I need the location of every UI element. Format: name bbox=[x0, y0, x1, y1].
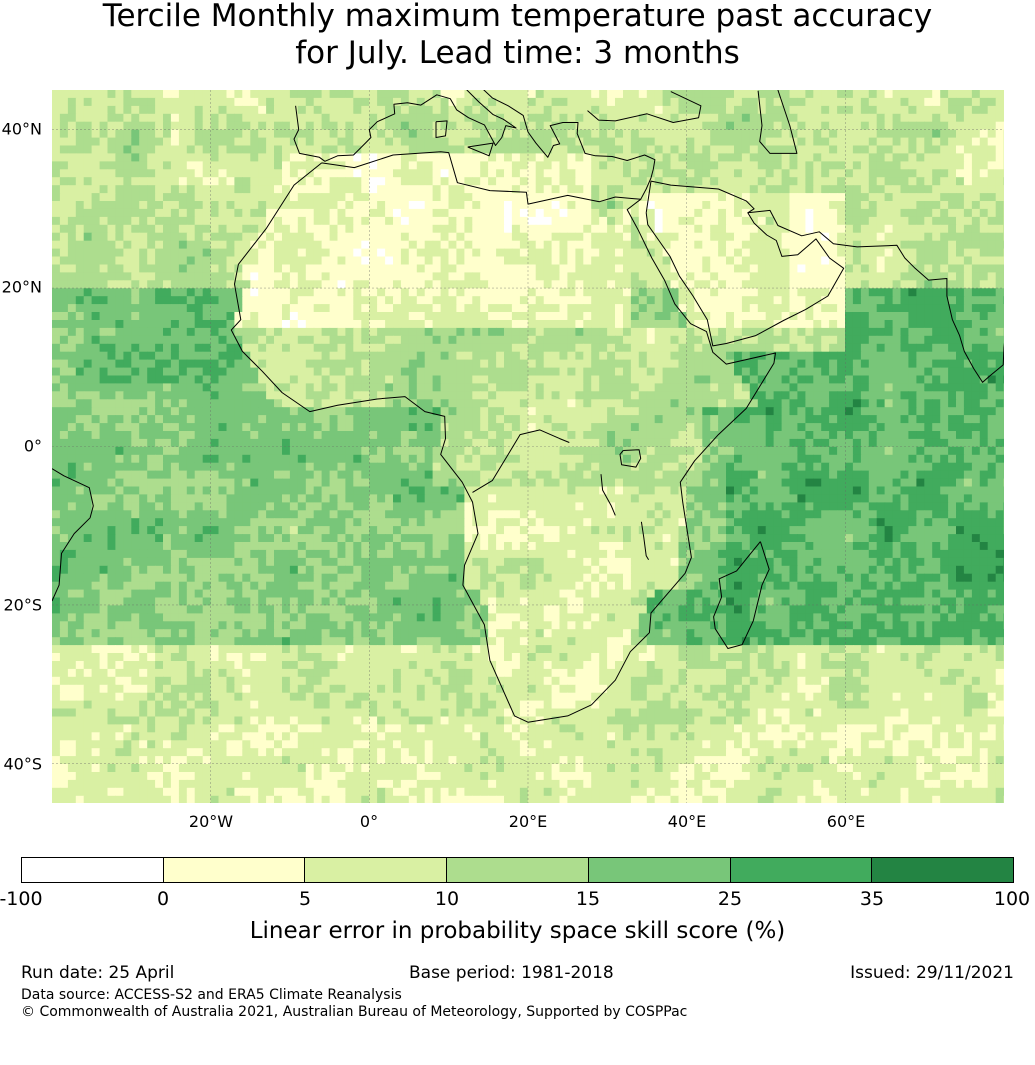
lon-label-20e: 20°E bbox=[508, 812, 548, 831]
lon-label-40e: 40°E bbox=[667, 812, 707, 831]
colorbar-tick: 5 bbox=[298, 888, 312, 910]
colorbar-segment bbox=[447, 858, 589, 882]
coastline bbox=[435, 120, 448, 138]
lat-label-20s: 20°S bbox=[3, 595, 42, 615]
colorbar-tick: 10 bbox=[434, 888, 460, 910]
coastline bbox=[713, 541, 770, 649]
coastline bbox=[472, 429, 570, 493]
lon-label-60e: 60°E bbox=[826, 812, 866, 831]
coastline bbox=[640, 521, 650, 561]
colorbar-segment bbox=[305, 858, 448, 882]
coastline bbox=[587, 91, 702, 123]
map-title-line1: Tercile Monthly maximum temperature past… bbox=[102, 0, 933, 34]
colorbar-tick: 15 bbox=[575, 888, 601, 910]
colorbar-segment bbox=[588, 858, 731, 882]
coastline bbox=[645, 180, 845, 347]
colorbar-segment bbox=[22, 858, 164, 882]
colorbar-segment bbox=[163, 858, 306, 882]
lat-label-equator: 0° bbox=[23, 436, 42, 456]
skill-field bbox=[52, 90, 1004, 803]
coastline bbox=[52, 468, 94, 602]
coastlines bbox=[52, 90, 1004, 723]
lon-label-0: 0° bbox=[359, 812, 379, 831]
colorbar-tick: -100 bbox=[0, 888, 43, 910]
run-date: Run date: 25 April bbox=[21, 963, 175, 983]
coastline bbox=[619, 449, 642, 468]
coastline bbox=[230, 151, 776, 723]
colorbar-label: Linear error in probability space skill … bbox=[249, 918, 786, 944]
coastline bbox=[467, 142, 494, 157]
colorbar-segment bbox=[872, 858, 1014, 882]
map-title: Tercile Monthly maximum temperature past… bbox=[0, 0, 1035, 72]
colorbar-tick: 100 bbox=[993, 888, 1031, 910]
base-period: Base period: 1981-2018 bbox=[409, 963, 614, 983]
skill-score-map bbox=[52, 90, 1004, 803]
coastline bbox=[757, 90, 798, 154]
data-source: Data source: ACCESS-S2 and ERA5 Climate … bbox=[21, 987, 402, 1003]
coastline bbox=[293, 90, 656, 200]
map-title-line2: for July. Lead time: 3 months bbox=[295, 35, 740, 71]
colorbar-segment bbox=[730, 858, 873, 882]
colorbar-tick: 25 bbox=[717, 888, 743, 910]
colorbar-tick: 35 bbox=[859, 888, 885, 910]
coastline bbox=[600, 474, 616, 516]
lat-label-40s: 40°S bbox=[3, 754, 42, 774]
colorbar-tick: 0 bbox=[156, 888, 170, 910]
copyright: © Commonwealth of Australia 2021, Austra… bbox=[21, 1004, 688, 1020]
map-gridlines bbox=[52, 90, 1004, 803]
lat-label-40n: 40°N bbox=[1, 119, 42, 139]
coastline bbox=[747, 209, 1004, 383]
lon-label-20w: 20°W bbox=[188, 812, 234, 831]
colorbar bbox=[21, 857, 1014, 883]
lat-label-20n: 20°N bbox=[1, 277, 42, 297]
issued-date: Issued: 29/11/2021 bbox=[850, 963, 1014, 983]
skill-score-map-svg bbox=[52, 90, 1004, 803]
